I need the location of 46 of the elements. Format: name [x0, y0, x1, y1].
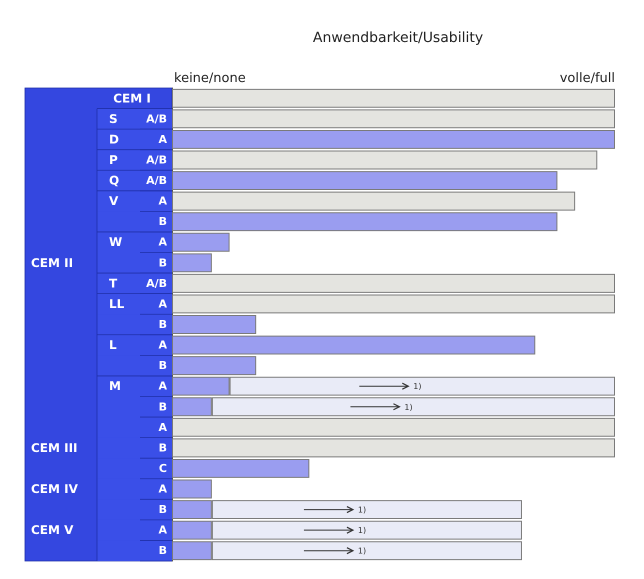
category-label: Q — [109, 174, 120, 188]
y-tick-label: B — [158, 359, 167, 372]
y-tick-label: A/B — [146, 112, 167, 126]
category-label: LL — [109, 296, 124, 311]
y2-tick-label: CEM III — [31, 440, 78, 455]
text: volle/full — [560, 71, 615, 86]
y-tick-label: A/B — [146, 276, 167, 290]
category-label: T — [109, 276, 118, 290]
y2-tick-label: CEM IV — [31, 482, 79, 496]
y-tick-label: B — [158, 441, 167, 454]
y-tick-label: B — [158, 318, 167, 331]
y-tick-label: B — [158, 215, 167, 228]
category-label: P — [109, 152, 118, 167]
y-tick-label: A — [158, 420, 168, 434]
y-tick-label: C — [158, 462, 167, 475]
y-tick-label: A — [158, 338, 168, 352]
y2-tick-label: CEM I — [113, 91, 151, 106]
y2-tick-label: CEM V — [31, 523, 74, 538]
category-label: D — [109, 132, 119, 146]
text: keine/none — [174, 71, 246, 86]
y-tick-label: B — [158, 256, 167, 270]
y2-tick-label: CEM II — [31, 256, 74, 270]
y-tick-label: A/B — [146, 174, 167, 188]
annotation: 1) — [358, 526, 366, 536]
y-tick-label: A/B — [146, 153, 167, 166]
y-tick-label: A — [158, 380, 168, 393]
annotation: 1) — [358, 506, 366, 515]
annotation: 1) — [358, 546, 366, 556]
y-tick-label: B — [158, 544, 167, 558]
annotation: 1) — [413, 382, 422, 392]
y-tick-label: A — [158, 132, 168, 146]
y-tick-label: A — [158, 194, 168, 208]
category-label: M — [109, 379, 121, 394]
y-tick-label: A — [158, 297, 168, 310]
bar — [172, 88, 615, 108]
y-tick-label: A — [158, 236, 168, 249]
y-tick-label: B — [158, 503, 167, 516]
y-tick-label: A — [158, 482, 168, 496]
category-label: V — [109, 194, 118, 208]
category-label: W — [109, 235, 122, 250]
category-label: L — [109, 338, 117, 352]
y-tick-label: B — [158, 400, 167, 414]
annotation: 1) — [404, 402, 413, 412]
chart-title: Anwendbarkeit/Usability — [312, 30, 484, 46]
y-tick-label: A — [158, 524, 168, 537]
category-label: S — [109, 112, 118, 126]
